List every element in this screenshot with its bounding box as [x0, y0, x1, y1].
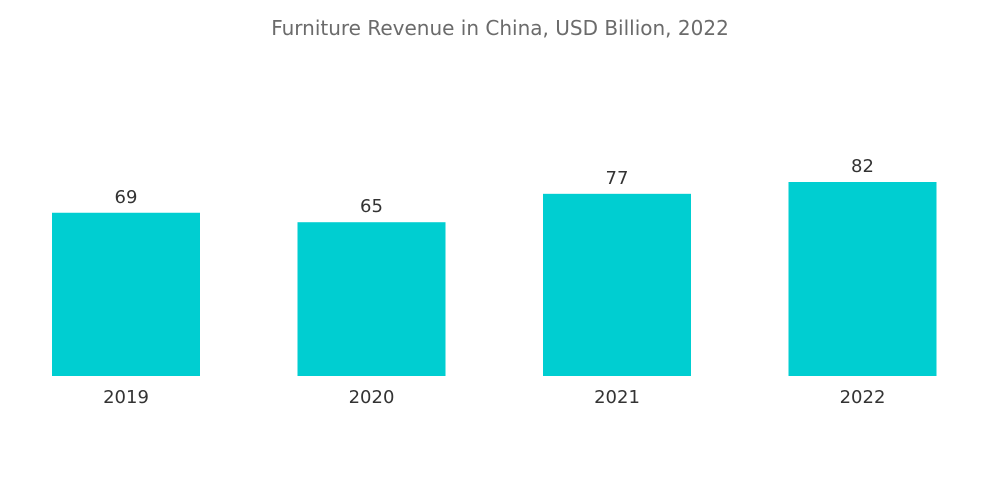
- value-labels-layer: 69 65 77 82: [115, 156, 874, 217]
- data-label-2021: 77: [606, 168, 629, 189]
- bar-2022: [788, 182, 937, 376]
- bar-2019: [52, 212, 200, 376]
- bar-2021: [543, 193, 691, 376]
- x-tick-label-2021: 2021: [594, 387, 640, 408]
- x-tick-label-2022: 2022: [840, 387, 886, 408]
- x-axis-ticks: 2019 2020 2021 2022: [103, 387, 885, 408]
- x-tick-label-2019: 2019: [103, 387, 149, 408]
- x-tick-label-2020: 2020: [349, 387, 395, 408]
- data-label-2020: 65: [360, 196, 383, 217]
- data-label-2022: 82: [851, 156, 874, 177]
- bar-2020: [297, 222, 446, 376]
- data-label-2019: 69: [115, 187, 138, 208]
- chart-title: Furniture Revenue in China, USD Billion,…: [271, 16, 729, 40]
- bars-layer: [52, 182, 937, 376]
